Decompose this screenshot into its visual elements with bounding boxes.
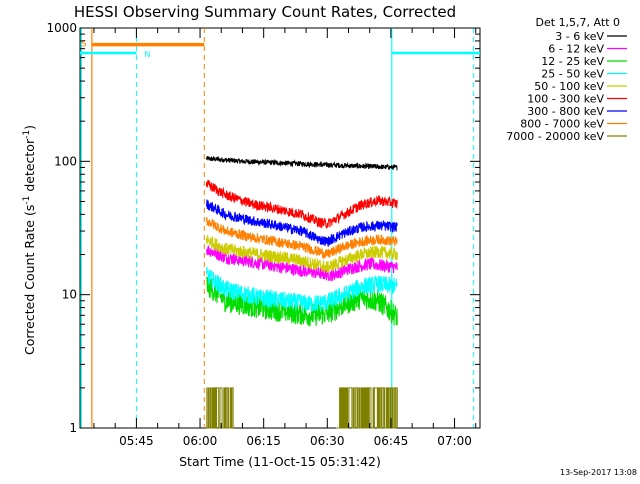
y-axis-label: Corrected Count Rate (s-1 detector-1) bbox=[22, 125, 37, 355]
legend-header: Det 1,5,7, Att 0 bbox=[536, 16, 620, 29]
x-tick-label-2: 06:15 bbox=[246, 434, 281, 448]
saa-label: S bbox=[81, 40, 87, 50]
legend-label-100-300-kev: 100 - 300 keV bbox=[527, 93, 604, 106]
x-tick-label-0: 05:45 bbox=[119, 434, 154, 448]
x-tick-label-3: 06:30 bbox=[310, 434, 345, 448]
series-300-800-kev bbox=[205, 199, 398, 247]
y-tick-label-1: 10 bbox=[62, 288, 77, 302]
x-axis-label: Start Time (11-Oct-15 05:31:42) bbox=[179, 454, 381, 469]
night-label: N bbox=[144, 50, 150, 59]
series-6-12-kev bbox=[206, 245, 398, 282]
x-tick-label-4: 06:45 bbox=[374, 434, 409, 448]
y-tick-label-0: 1 bbox=[69, 421, 77, 435]
footer-timestamp: 13-Sep-2017 13:08 bbox=[560, 468, 637, 477]
series-layer bbox=[205, 155, 398, 429]
legend-label-300-800-kev: 300 - 800 keV bbox=[527, 105, 604, 118]
y-tick-label-3: 1000 bbox=[46, 21, 77, 35]
series-100-300-kev bbox=[205, 179, 398, 229]
series-3-6-kev bbox=[205, 155, 398, 171]
legend-label-12-25-kev: 12 - 25 keV bbox=[541, 55, 604, 68]
chart-title: HESSI Observing Summary Count Rates, Cor… bbox=[74, 3, 456, 21]
orbit-markers: SN bbox=[80, 28, 480, 428]
series-800-7000-kev bbox=[205, 217, 398, 260]
legend-label-6-12-kev: 6 - 12 keV bbox=[548, 43, 604, 56]
plot-area bbox=[79, 27, 481, 429]
legend-label-800-7000-kev: 800 - 7000 keV bbox=[520, 118, 604, 131]
legend-label-50-100-kev: 50 - 100 keV bbox=[534, 80, 604, 93]
series-25-50-kev bbox=[205, 266, 398, 312]
series-12-25-kev bbox=[205, 274, 398, 327]
legend-label-7000-20000-kev: 7000 - 20000 keV bbox=[506, 130, 604, 143]
x-tick-label-5: 07:00 bbox=[437, 434, 472, 448]
x-tick-label-1: 06:00 bbox=[183, 434, 218, 448]
series-7000-20000-kev bbox=[206, 387, 398, 429]
series-50-100-kev bbox=[205, 234, 398, 274]
plot-frame bbox=[79, 27, 481, 429]
axes: 1 10 100 1000 05:45 06:00 06:15 06:30 06:45 07:00 bbox=[46, 21, 480, 448]
legend-label-25-50-kev: 25 - 50 keV bbox=[541, 68, 604, 81]
y-tick-label-2: 100 bbox=[54, 154, 77, 168]
legend-label-3-6-kev: 3 - 6 keV bbox=[555, 30, 604, 43]
